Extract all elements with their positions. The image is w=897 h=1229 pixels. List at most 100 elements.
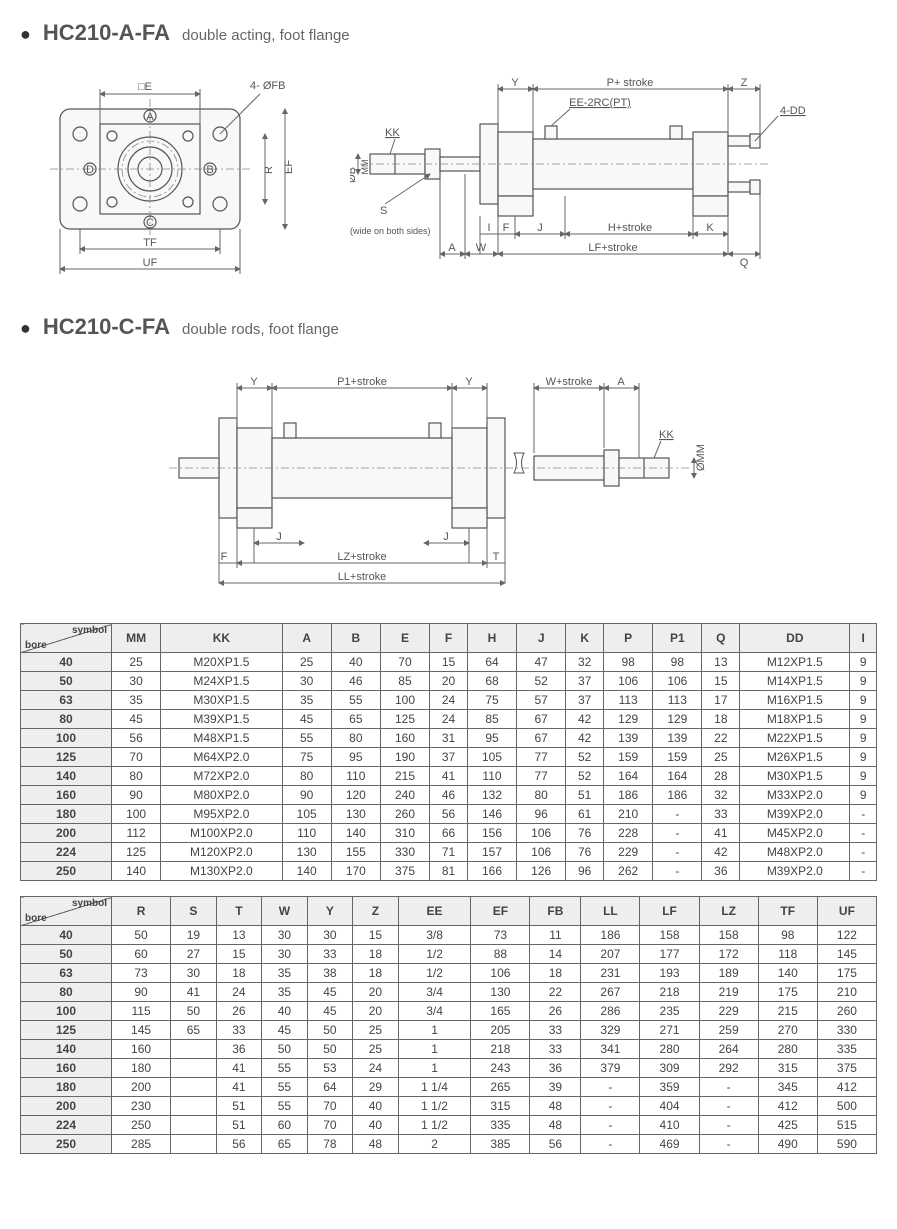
svg-text:EF: EF <box>283 160 295 174</box>
col-header: LF <box>640 897 699 926</box>
col-header: P <box>604 624 653 653</box>
svg-text:Q: Q <box>740 257 749 269</box>
corner-header: symbolbore <box>21 897 112 926</box>
svg-text:EE-2RC(PT): EE-2RC(PT) <box>569 97 631 109</box>
svg-text:K: K <box>706 222 714 234</box>
svg-text:I: I <box>487 222 490 234</box>
subtitle-1: double acting, foot flange <box>182 27 350 44</box>
col-header: K <box>566 624 604 653</box>
svg-text:J: J <box>276 531 282 543</box>
table-row: 16090M80XP2.09012024046132805118618632M3… <box>21 786 877 805</box>
col-header: Z <box>353 897 399 926</box>
svg-text:J: J <box>537 222 543 234</box>
diagram-row-1: A B C D □E 4- ØFB R EF TF UF <box>20 54 877 284</box>
col-header: J <box>517 624 566 653</box>
svg-text:LL+stroke: LL+stroke <box>337 571 386 583</box>
table-row: 10011550264045203/416526286235229215260 <box>21 1002 877 1021</box>
svg-text:W: W <box>476 242 487 254</box>
spec-table-1: symbolboreMMKKABEFHJKPP1QDDI 4025M20XP1.… <box>20 623 877 881</box>
svg-text:4-DD: 4-DD <box>780 105 806 117</box>
table-row: 14016036505025121833341280264280335 <box>21 1040 877 1059</box>
table-row: 250140M130XP2.01401703758116612696262-36… <box>21 862 877 881</box>
svg-text:(wide on both sides): (wide on both sides) <box>350 226 431 236</box>
table-row: 4025M20XP1.525407015644732989813M12XP1.5… <box>21 653 877 672</box>
col-header: Y <box>307 897 353 926</box>
table-row: 25028556657848238556-469-490590 <box>21 1135 877 1154</box>
section1-title: ● HC210-A-FA double acting, foot flange <box>20 20 877 46</box>
col-header: LZ <box>699 897 758 926</box>
svg-text:TF: TF <box>143 237 157 249</box>
model-code-1: HC210-A-FA <box>43 20 170 46</box>
spec-table-2: symbolboreRSTWYZEEEFFBLLLFLZTFUF 4050191… <box>20 896 877 1154</box>
svg-text:4- ØFB: 4- ØFB <box>250 80 285 92</box>
svg-text:MM: MM <box>360 160 370 175</box>
table-row: 16018041555324124336379309292315375 <box>21 1059 877 1078</box>
subtitle-2: double rods, foot flange <box>182 321 339 338</box>
flange-front-view: A B C D □E 4- ØFB R EF TF UF <box>20 54 320 284</box>
col-header: E <box>380 624 429 653</box>
col-header: B <box>331 624 380 653</box>
col-header: LL <box>581 897 640 926</box>
col-header: S <box>171 897 217 926</box>
svg-text:ØMM: ØMM <box>695 444 707 471</box>
table-row: 224125M120XP2.01301553307115710676229-42… <box>21 843 877 862</box>
svg-text:F: F <box>503 222 510 234</box>
col-header: EE <box>398 897 471 926</box>
col-header: I <box>850 624 877 653</box>
model-code-2: HC210-C-FA <box>43 314 170 340</box>
table-row: 200112M100XP2.01101403106615610676228-41… <box>21 824 877 843</box>
table-row: 10056M48XP1.555801603195674213913922M22X… <box>21 729 877 748</box>
col-header: R <box>112 897 171 926</box>
table-row: 5030M24XP1.53046852068523710610615M14XP1… <box>21 672 877 691</box>
svg-text:KK: KK <box>385 127 400 139</box>
col-header: TF <box>758 897 817 926</box>
section2-title: ● HC210-C-FA double rods, foot flange <box>20 314 877 340</box>
svg-text:□E: □E <box>138 81 152 93</box>
svg-text:J: J <box>443 531 449 543</box>
svg-text:B: B <box>206 164 213 176</box>
table-row: 6335M30XP1.535551002475573711311317M16XP… <box>21 691 877 710</box>
bullet-icon: ● <box>20 24 31 45</box>
svg-text:A: A <box>448 242 456 254</box>
cylinder-side-view: Y P+ stroke Z EE-2RC(PT) 4-DD KK ØB MM S… <box>350 54 830 284</box>
table-row: 809041243545203/413022267218219175210 <box>21 983 877 1002</box>
svg-text:S: S <box>380 205 387 217</box>
table-row: 637330183538181/210618231193189140175 <box>21 964 877 983</box>
col-header: MM <box>112 624 161 653</box>
svg-text:Z: Z <box>741 77 748 89</box>
double-rod-view: Y P1+stroke Y W+stroke A KK ØMM J J F LZ… <box>149 348 749 598</box>
svg-text:W+stroke: W+stroke <box>545 376 592 388</box>
col-header: A <box>282 624 331 653</box>
col-header: KK <box>161 624 282 653</box>
svg-text:Y: Y <box>465 376 473 388</box>
svg-text:Y: Y <box>250 376 258 388</box>
svg-text:H+stroke: H+stroke <box>608 222 652 234</box>
col-header: UF <box>817 897 876 926</box>
svg-text:C: C <box>146 217 154 229</box>
table-row: 180200415564291 1/426539-359-345412 <box>21 1078 877 1097</box>
col-header: F <box>430 624 468 653</box>
svg-text:UF: UF <box>143 257 158 269</box>
svg-text:R: R <box>263 166 275 174</box>
svg-text:A: A <box>617 376 625 388</box>
svg-text:Y: Y <box>511 77 519 89</box>
col-header: FB <box>530 897 581 926</box>
col-header: P1 <box>653 624 702 653</box>
table-row: 506027153033181/28814207177172118145 <box>21 945 877 964</box>
col-header: Q <box>702 624 740 653</box>
svg-text:LF+stroke: LF+stroke <box>588 242 637 254</box>
table-row: 14080M72XP2.08011021541110775216416428M3… <box>21 767 877 786</box>
col-header: EF <box>471 897 530 926</box>
table-row: 8045M39XP1.545651252485674212912918M18XP… <box>21 710 877 729</box>
svg-text:F: F <box>220 551 227 563</box>
table-row: 405019133030153/8731118615815898122 <box>21 926 877 945</box>
svg-text:P1+stroke: P1+stroke <box>337 376 387 388</box>
table-row: 180100M95XP2.0105130260561469661210-33M3… <box>21 805 877 824</box>
svg-text:D: D <box>86 164 94 176</box>
col-header: H <box>467 624 516 653</box>
svg-text:T: T <box>492 551 499 563</box>
col-header: W <box>262 897 308 926</box>
table-row: 224250516070401 1/233548-410-425515 <box>21 1116 877 1135</box>
bullet-icon: ● <box>20 318 31 339</box>
svg-text:KK: KK <box>659 429 674 441</box>
